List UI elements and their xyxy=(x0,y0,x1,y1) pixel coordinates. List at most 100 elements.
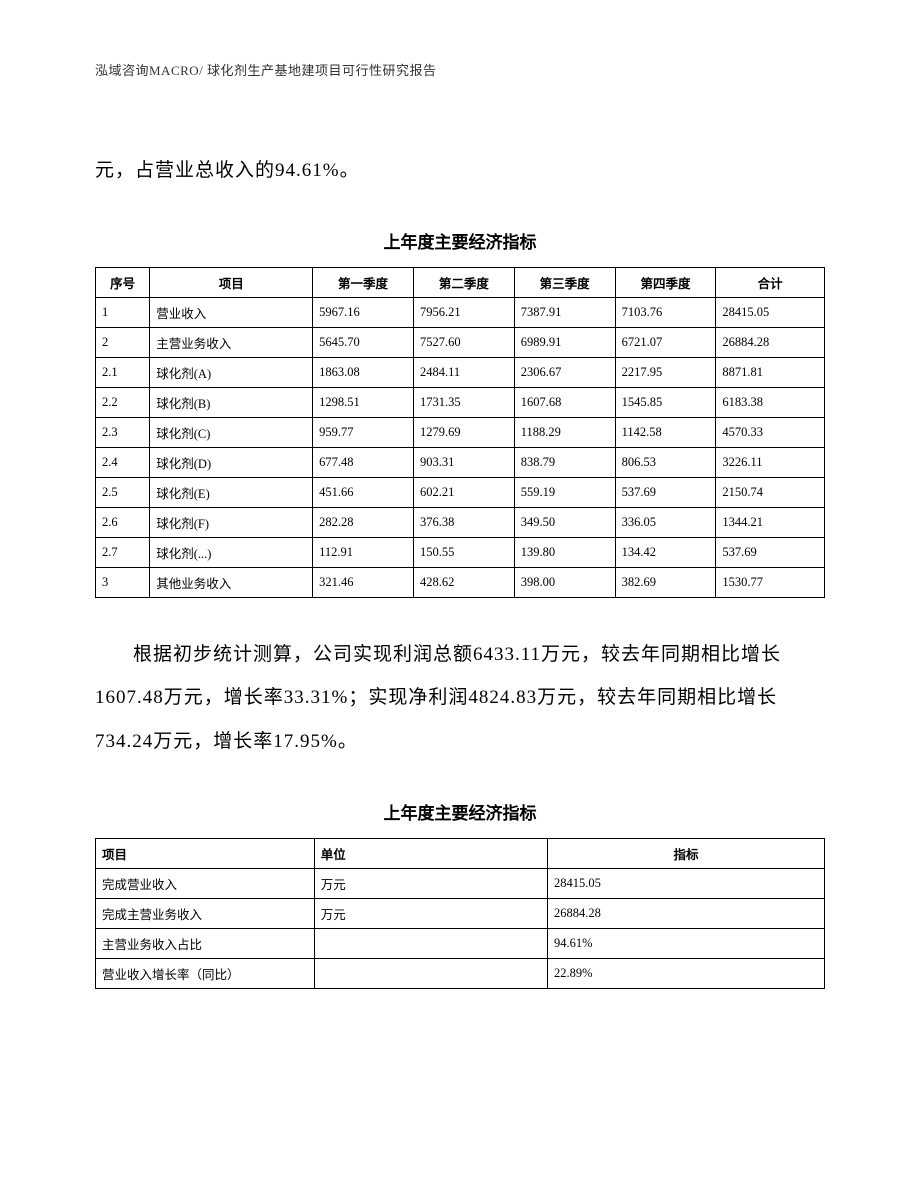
table-cell: 26884.28 xyxy=(716,327,825,357)
table-row: 2.4 球化剂(D) 677.48 903.31 838.79 806.53 3… xyxy=(96,447,825,477)
table-cell: 1298.51 xyxy=(313,387,414,417)
table1-header-cell: 第一季度 xyxy=(313,267,414,297)
table-cell: 139.80 xyxy=(514,537,615,567)
table-cell: 1530.77 xyxy=(716,567,825,597)
table2-header-cell: 单位 xyxy=(314,838,547,868)
table-cell: 838.79 xyxy=(514,447,615,477)
table1-header-cell: 项目 xyxy=(150,267,313,297)
table-row: 2.3 球化剂(C) 959.77 1279.69 1188.29 1142.5… xyxy=(96,417,825,447)
table-row: 2.2 球化剂(B) 1298.51 1731.35 1607.68 1545.… xyxy=(96,387,825,417)
table-cell: 球化剂(B) xyxy=(150,387,313,417)
table-cell xyxy=(314,928,547,958)
table2-title: 上年度主要经济指标 xyxy=(95,799,825,824)
table-cell: 球化剂(F) xyxy=(150,507,313,537)
table-cell: 球化剂(E) xyxy=(150,477,313,507)
table-cell: 1142.58 xyxy=(615,417,716,447)
table-cell: 112.91 xyxy=(313,537,414,567)
table-row: 2.1 球化剂(A) 1863.08 2484.11 2306.67 2217.… xyxy=(96,357,825,387)
table1-header-cell: 合计 xyxy=(716,267,825,297)
table-cell: 营业收入增长率（同比） xyxy=(96,958,315,988)
table-cell: 2.7 xyxy=(96,537,150,567)
table-cell: 28415.05 xyxy=(547,868,824,898)
table1: 序号 项目 第一季度 第二季度 第三季度 第四季度 合计 1 营业收入 5967… xyxy=(95,267,825,598)
table-cell: 2150.74 xyxy=(716,477,825,507)
table-cell: 349.50 xyxy=(514,507,615,537)
table-cell: 球化剂(C) xyxy=(150,417,313,447)
table-cell: 282.28 xyxy=(313,507,414,537)
table-cell: 2.4 xyxy=(96,447,150,477)
table-cell: 主营业务收入 xyxy=(150,327,313,357)
table2-header-row: 项目 单位 指标 xyxy=(96,838,825,868)
table-cell: 完成主营业务收入 xyxy=(96,898,315,928)
table-cell: 6183.38 xyxy=(716,387,825,417)
table-cell: 959.77 xyxy=(313,417,414,447)
table-row: 营业收入增长率（同比） 22.89% xyxy=(96,958,825,988)
table2-header-cell: 项目 xyxy=(96,838,315,868)
table1-header-cell: 第二季度 xyxy=(413,267,514,297)
table-cell: 336.05 xyxy=(615,507,716,537)
table-cell: 94.61% xyxy=(547,928,824,958)
table-cell: 1188.29 xyxy=(514,417,615,447)
table-cell: 398.00 xyxy=(514,567,615,597)
table-cell: 万元 xyxy=(314,868,547,898)
table1-header-cell: 第三季度 xyxy=(514,267,615,297)
table-cell: 677.48 xyxy=(313,447,414,477)
table-cell: 382.69 xyxy=(615,567,716,597)
table-cell: 球化剂(D) xyxy=(150,447,313,477)
table-row: 3 其他业务收入 321.46 428.62 398.00 382.69 153… xyxy=(96,567,825,597)
table1-title: 上年度主要经济指标 xyxy=(95,228,825,253)
table-cell: 7527.60 xyxy=(413,327,514,357)
table-cell xyxy=(314,958,547,988)
table-cell: 28415.05 xyxy=(716,297,825,327)
table-cell: 8871.81 xyxy=(716,357,825,387)
table-cell: 2.1 xyxy=(96,357,150,387)
table-cell: 7956.21 xyxy=(413,297,514,327)
table-cell: 1607.68 xyxy=(514,387,615,417)
table-cell: 2484.11 xyxy=(413,357,514,387)
table-cell: 321.46 xyxy=(313,567,414,597)
table-cell: 2217.95 xyxy=(615,357,716,387)
table-cell: 2.3 xyxy=(96,417,150,447)
table-cell: 134.42 xyxy=(615,537,716,567)
table-cell: 3226.11 xyxy=(716,447,825,477)
table1-header-cell: 序号 xyxy=(96,267,150,297)
table-cell: 完成营业收入 xyxy=(96,868,315,898)
table-cell: 1279.69 xyxy=(413,417,514,447)
table-row: 主营业务收入占比 94.61% xyxy=(96,928,825,958)
table2: 项目 单位 指标 完成营业收入 万元 28415.05 完成主营业务收入 万元 … xyxy=(95,838,825,989)
table-cell: 537.69 xyxy=(716,537,825,567)
table-cell: 903.31 xyxy=(413,447,514,477)
table-cell: 602.21 xyxy=(413,477,514,507)
table-row: 2.6 球化剂(F) 282.28 376.38 349.50 336.05 1… xyxy=(96,507,825,537)
table-row: 完成主营业务收入 万元 26884.28 xyxy=(96,898,825,928)
table-cell: 1 xyxy=(96,297,150,327)
paragraph-2: 根据初步统计测算，公司实现利润总额6433.11万元，较去年同期相比增长1607… xyxy=(95,633,825,764)
table-cell: 7103.76 xyxy=(615,297,716,327)
table-cell: 1863.08 xyxy=(313,357,414,387)
table-cell: 7387.91 xyxy=(514,297,615,327)
table-cell: 其他业务收入 xyxy=(150,567,313,597)
table-cell: 2.6 xyxy=(96,507,150,537)
table-cell: 4570.33 xyxy=(716,417,825,447)
table-cell: 1344.21 xyxy=(716,507,825,537)
table-cell: 2 xyxy=(96,327,150,357)
table1-header-row: 序号 项目 第一季度 第二季度 第三季度 第四季度 合计 xyxy=(96,267,825,297)
table-cell: 1545.85 xyxy=(615,387,716,417)
table2-header-cell: 指标 xyxy=(547,838,824,868)
table-cell: 主营业务收入占比 xyxy=(96,928,315,958)
table-cell: 559.19 xyxy=(514,477,615,507)
table-cell: 万元 xyxy=(314,898,547,928)
table-row: 2.7 球化剂(...) 112.91 150.55 139.80 134.42… xyxy=(96,537,825,567)
table-cell: 2.5 xyxy=(96,477,150,507)
table-cell: 5645.70 xyxy=(313,327,414,357)
table-cell: 3 xyxy=(96,567,150,597)
table-cell: 150.55 xyxy=(413,537,514,567)
table-cell: 22.89% xyxy=(547,958,824,988)
table-cell: 球化剂(...) xyxy=(150,537,313,567)
table-cell: 376.38 xyxy=(413,507,514,537)
table-cell: 806.53 xyxy=(615,447,716,477)
table-cell: 26884.28 xyxy=(547,898,824,928)
table-cell: 2.2 xyxy=(96,387,150,417)
table-cell: 6989.91 xyxy=(514,327,615,357)
table-cell: 营业收入 xyxy=(150,297,313,327)
